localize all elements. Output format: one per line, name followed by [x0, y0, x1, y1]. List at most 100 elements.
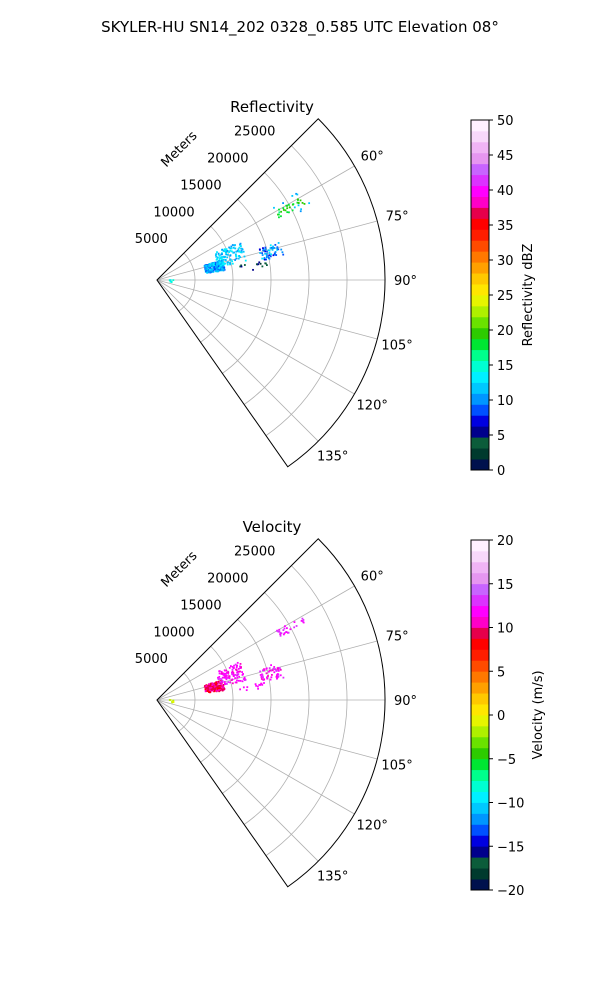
velocity-colorbar-band: [471, 671, 489, 683]
velocity-data-point: [222, 689, 225, 691]
reflectivity-radial-tick-25000: 25000: [234, 125, 275, 140]
velocity-grid-circle: [265, 565, 348, 856]
velocity-data-point: [234, 677, 236, 679]
velocity-colorbar-tick: −20: [497, 884, 524, 899]
reflectivity-data-point: [278, 216, 280, 219]
velocity-data-point: [239, 665, 241, 668]
reflectivity-data-point: [215, 270, 218, 273]
velocity-data-point: [204, 690, 207, 693]
reflectivity-data-point: [274, 243, 277, 246]
velocity-data-point: [276, 667, 279, 670]
reflectivity-colorbar: [470, 119, 493, 471]
velocity-data-point: [207, 685, 210, 688]
velocity-data-point: [224, 674, 227, 677]
reflectivity-data-point: [238, 246, 241, 249]
reflectivity-data-point: [212, 270, 214, 273]
reflectivity-data-point: [299, 210, 302, 213]
reflectivity-data-point: [216, 263, 218, 266]
velocity-data-point: [261, 683, 264, 686]
velocity-colorbar-label: Velocity (m/s): [531, 670, 546, 759]
reflectivity-data-point: [218, 263, 221, 266]
reflectivity-data-point: [225, 252, 227, 255]
velocity-colorbar-band: [471, 594, 489, 607]
reflectivity-radial-tick-15000: 15000: [180, 178, 221, 193]
reflectivity-colorbar-band: [471, 426, 489, 438]
reflectivity-data-point: [280, 215, 282, 218]
velocity-radial-tick-25000: 25000: [234, 545, 275, 560]
velocity-colorbar-band: [471, 616, 489, 628]
reflectivity-data-point: [229, 249, 232, 252]
reflectivity-data-point: [231, 260, 234, 263]
velocity-data-point: [242, 686, 245, 689]
velocity-colorbar-band: [471, 802, 489, 814]
reflectivity-data-point: [210, 269, 213, 272]
velocity-data-point: [283, 627, 286, 630]
reflectivity-data-point: [169, 280, 172, 283]
velocity-data-point: [231, 668, 234, 671]
velocity-polar-grid: [156, 538, 385, 862]
reflectivity-data-point: [261, 265, 264, 268]
velocity-angle-tick-60: 60°: [361, 570, 384, 585]
velocity-data-point: [225, 682, 228, 685]
reflectivity-data-point: [268, 254, 271, 257]
reflectivity-data-point: [264, 250, 267, 253]
reflectivity-data-point: [259, 262, 262, 265]
reflectivity-data-point: [239, 251, 242, 254]
velocity-data-point: [270, 664, 272, 667]
velocity-data-point: [219, 681, 222, 683]
velocity-data-point: [168, 699, 171, 701]
reflectivity-colorbar-tick: 45: [497, 149, 514, 164]
reflectivity-data-point: [228, 251, 231, 253]
reflectivity-data-point: [213, 264, 216, 266]
velocity-data-point: [246, 686, 249, 689]
velocity-angle-tick-120: 120°: [357, 818, 388, 833]
reflectivity-data-point: [276, 248, 278, 251]
reflectivity-data-point: [225, 248, 228, 251]
reflectivity-data-point: [264, 246, 267, 249]
reflectivity-data-point: [265, 258, 268, 261]
reflectivity-data-point: [234, 244, 236, 246]
reflectivity-data-point: [221, 256, 224, 259]
velocity-data-point: [283, 633, 285, 636]
reflectivity-data-point: [239, 265, 242, 268]
reflectivity-data-point: [239, 256, 242, 259]
reflectivity-data-point: [252, 268, 254, 271]
reflectivity-data-point: [207, 266, 210, 269]
reflectivity-data-point: [222, 265, 225, 268]
velocity-data-point: [216, 687, 219, 690]
velocity-data-point: [279, 668, 282, 671]
velocity-data-point: [239, 662, 242, 665]
reflectivity-data-point: [297, 201, 300, 204]
reflectivity-colorbar-tick: 0: [497, 464, 505, 479]
velocity-data-point: [237, 679, 240, 682]
reflectivity-grid-spoke: [156, 279, 355, 395]
reflectivity-data-point: [261, 257, 264, 260]
velocity-data-point: [279, 634, 282, 637]
velocity-data-point: [301, 617, 304, 620]
reflectivity-data-point: [221, 248, 224, 251]
velocity-data-point: [301, 620, 304, 623]
velocity-data-point: [278, 630, 281, 633]
velocity-data-point: [207, 689, 210, 691]
velocity-data-point: [222, 686, 225, 689]
velocity-data-point: [275, 675, 278, 678]
reflectivity-data-point: [224, 262, 227, 265]
reflectivity-colorbar-band: [471, 152, 489, 165]
reflectivity-colorbar-band: [471, 360, 489, 372]
reflectivity-data-point: [225, 253, 228, 256]
reflectivity-colorbar-label: Reflectivity dBZ: [521, 244, 536, 347]
reflectivity-colorbar-band: [471, 130, 489, 143]
reflectivity-colorbar-tick-labels: 0 5 10 15 20 25 30 35 40 45 50: [497, 114, 514, 479]
velocity-data-point: [242, 673, 244, 675]
velocity-data-point: [238, 675, 241, 678]
reflectivity-data-point: [168, 279, 171, 282]
velocity-data-point: [271, 673, 273, 676]
velocity-colorbar-band: [471, 583, 489, 596]
reflectivity-colorbar-band: [471, 163, 489, 176]
reflectivity-data-point: [280, 210, 283, 213]
reflectivity-data-point: [240, 265, 243, 268]
reflectivity-colorbar-band: [471, 459, 489, 471]
velocity-data-point: [211, 686, 214, 689]
velocity-data-point: [277, 669, 280, 672]
